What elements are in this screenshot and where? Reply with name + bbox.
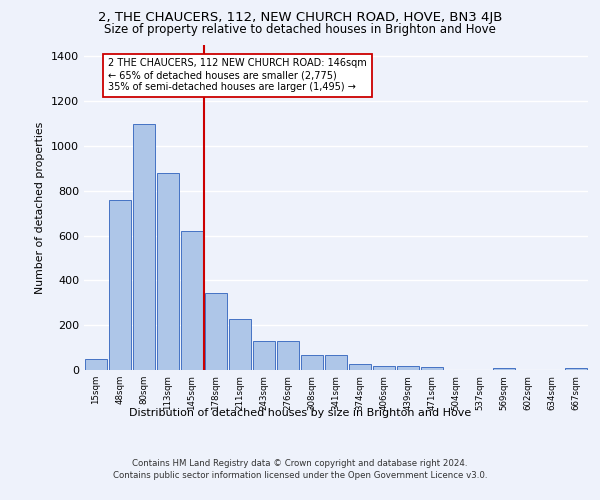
Bar — [373, 366, 395, 370]
Bar — [421, 367, 443, 370]
Bar — [157, 173, 179, 370]
Bar — [325, 356, 347, 370]
Bar — [133, 124, 155, 370]
Bar — [229, 319, 251, 370]
Bar — [397, 366, 419, 370]
Bar — [349, 364, 371, 370]
Bar — [301, 356, 323, 370]
Text: Contains HM Land Registry data © Crown copyright and database right 2024.
Contai: Contains HM Land Registry data © Crown c… — [113, 458, 487, 480]
Text: 2, THE CHAUCERS, 112, NEW CHURCH ROAD, HOVE, BN3 4JB: 2, THE CHAUCERS, 112, NEW CHURCH ROAD, H… — [98, 11, 502, 24]
Y-axis label: Number of detached properties: Number of detached properties — [35, 122, 46, 294]
Bar — [493, 368, 515, 370]
Bar — [565, 368, 587, 370]
Bar — [277, 341, 299, 370]
Bar — [205, 292, 227, 370]
Bar — [109, 200, 131, 370]
Bar — [85, 359, 107, 370]
Text: Size of property relative to detached houses in Brighton and Hove: Size of property relative to detached ho… — [104, 22, 496, 36]
Text: Distribution of detached houses by size in Brighton and Hove: Distribution of detached houses by size … — [129, 408, 471, 418]
Text: 2 THE CHAUCERS, 112 NEW CHURCH ROAD: 146sqm
← 65% of detached houses are smaller: 2 THE CHAUCERS, 112 NEW CHURCH ROAD: 146… — [108, 58, 367, 92]
Bar — [181, 231, 203, 370]
Bar — [253, 341, 275, 370]
